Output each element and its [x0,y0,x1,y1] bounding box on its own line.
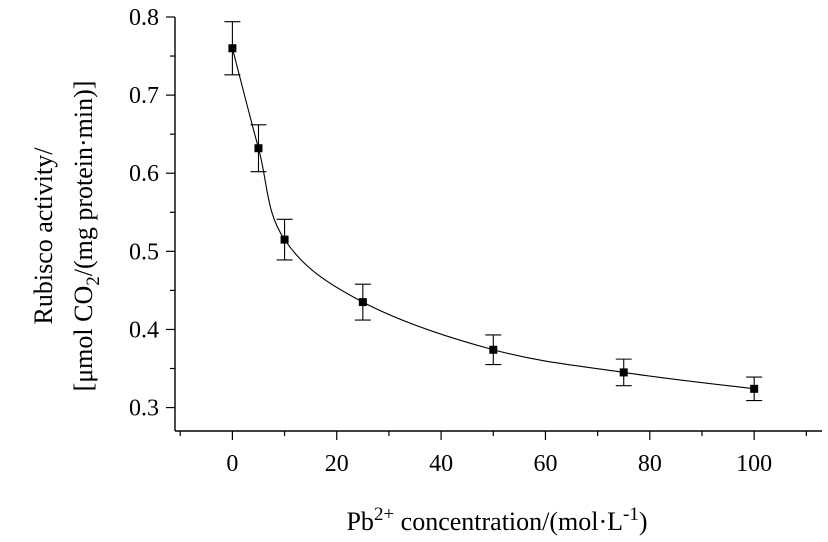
y-tick-label: 0.3 [129,396,159,422]
x-tick-label: 60 [533,451,557,477]
y-tick-label: 0.5 [129,239,159,265]
y-ticks: 0.3 0.4 0.5 0.6 0.7 0.8 [129,5,175,422]
x-axis-title: Pb2+ concentration/(mol·L-1) [346,504,647,536]
y-axis-title-line2-end: /(mg protein·min)] [69,81,98,277]
y-tick-label: 0.6 [129,161,159,187]
x-tick-label: 100 [736,451,772,477]
x-axis-title-sup: 2+ [374,504,394,525]
x-tick-label: 80 [638,451,662,477]
data-point [254,144,263,153]
y-tick-label: 0.7 [129,83,159,109]
x-axis-title-mid: concentration/(mol·L [394,507,623,536]
x-tick-label: 40 [429,451,453,477]
x-axis-title-base: Pb [346,507,373,536]
y-tick-label: 0.8 [129,5,159,31]
series [224,21,763,402]
axes [174,17,822,432]
x-axis-title-sup2: -1 [623,504,639,525]
data-point [619,368,628,377]
y-tick-label: 0.4 [129,317,159,343]
y-axis-title-line1: Rubisco activity/ [29,147,58,325]
y-axis-title-line2-sub: 2 [83,276,104,286]
data-point [750,384,759,393]
data-point [280,235,289,244]
x-axis-title-end: ) [639,507,648,536]
data-point [228,44,237,53]
x-tick-label: 0 [226,451,238,477]
y-axis-title-line2-start: [μmol CO [69,286,98,392]
y-axis-title-line2: [μmol CO2/(mg protein·min)] [69,81,104,392]
data-point [358,298,367,307]
data-point [489,345,498,354]
x-ticks: 0 20 40 60 80 100 [179,431,807,477]
x-tick-label: 20 [325,451,349,477]
